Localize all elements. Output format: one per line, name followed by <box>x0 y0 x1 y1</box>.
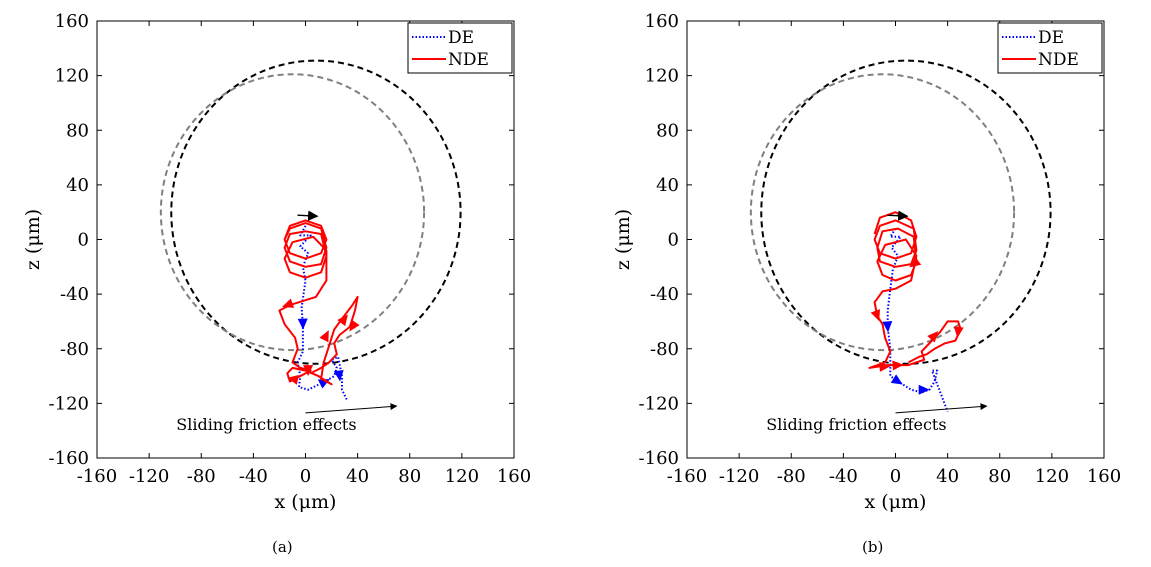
x-tick-label: -80 <box>187 466 216 487</box>
series-de-line <box>886 228 949 412</box>
x-tick-label: -120 <box>719 466 759 487</box>
inner-boundary-circle-gray <box>749 73 1016 352</box>
x-tick-label: 120 <box>445 466 479 487</box>
rotation-direction-arrow <box>297 210 319 221</box>
legend-box <box>407 22 513 74</box>
x-tick-label: -160 <box>77 466 117 487</box>
legend-label-de: DE <box>1038 28 1064 48</box>
series-de-direction-arrow <box>333 369 344 382</box>
x-tick-label: 160 <box>497 466 531 487</box>
y-tick-label: 80 <box>656 120 679 141</box>
y-tick-label: 0 <box>78 230 89 251</box>
y-tick-label: -80 <box>650 339 679 360</box>
y-tick-label: -160 <box>49 448 89 469</box>
y-tick-label: 160 <box>55 11 89 32</box>
series-nde-direction-arrow <box>349 319 360 332</box>
plot-content <box>749 59 1052 412</box>
series-nde-direction-arrow <box>303 365 314 377</box>
outer-boundary-circle-black <box>760 59 1052 365</box>
outer-boundary-circle-black <box>170 59 462 365</box>
series-nde-line <box>278 219 359 386</box>
x-tick-label: 120 <box>1035 466 1069 487</box>
series-nde-direction-arrow <box>287 374 299 385</box>
y-tick-label: 40 <box>66 175 89 196</box>
y-tick-label: -40 <box>650 284 679 305</box>
x-tick-label: -40 <box>829 466 858 487</box>
series-nde-direction-arrow <box>282 298 295 308</box>
x-tick-label: 40 <box>936 466 959 487</box>
plot-b: -160 -120 -80 -40 0 40 80 120 160 160 120 80 40 0 -40 -… <box>612 11 1121 513</box>
chart-panel-a: -160 -120 -80 -40 0 40 80 120 160 160 120 80 40 0 -40 -… <box>0 0 560 567</box>
series-nde-direction-arrow <box>909 256 922 268</box>
plot-content <box>159 59 462 402</box>
y-tick-label: 80 <box>66 120 89 141</box>
x-tick-label: 40 <box>346 466 369 487</box>
x-tick-label: 0 <box>300 466 311 487</box>
legend-label-de: DE <box>448 28 474 48</box>
x-tick-label: -80 <box>777 466 806 487</box>
x-tick-label: 80 <box>988 466 1011 487</box>
series-nde-direction-arrow <box>870 309 881 322</box>
y-tick-label: -120 <box>639 393 679 414</box>
caption-b: (b) <box>862 538 884 556</box>
caption-a: (a) <box>272 538 293 556</box>
x-tick-label: 0 <box>890 466 901 487</box>
annotation-arrow <box>305 403 398 414</box>
series-nde-direction-arrow <box>927 330 939 343</box>
x-tick-label: 160 <box>1087 466 1121 487</box>
y-axis-label: z (μm) <box>612 209 634 270</box>
chart-panel-b: -160 -120 -80 -40 0 40 80 120 160 160 120 80 40 0 -40 -… <box>590 0 1150 567</box>
series-nde-direction-arrow <box>879 361 891 372</box>
y-tick-label: 120 <box>55 66 89 87</box>
series-nde-direction-arrow <box>337 314 348 327</box>
y-axis-label: z (μm) <box>22 209 44 270</box>
x-tick-label: -40 <box>239 466 268 487</box>
annotation-arrow <box>895 403 988 414</box>
series-de-direction-arrow <box>882 321 893 333</box>
series-nde-direction-arrow <box>319 330 329 343</box>
y-tick-label: -120 <box>49 393 89 414</box>
annotation-text: Sliding friction effects <box>176 415 356 434</box>
x-axis-label: x (μm) <box>865 491 927 513</box>
plot-a: -160 -120 -80 -40 0 40 80 120 160 160 120 80 40 0 -40 -… <box>22 11 531 513</box>
x-tick-label: -120 <box>129 466 169 487</box>
y-tick-label: 0 <box>668 230 679 251</box>
plot-area-frame <box>686 20 1105 459</box>
series-nde-direction-arrow <box>892 360 904 371</box>
y-tick-label: 120 <box>645 66 679 87</box>
y-tick-label: -160 <box>639 448 679 469</box>
series-de-direction-arrow <box>918 384 930 395</box>
legend-box <box>997 22 1103 74</box>
y-tick-label: 160 <box>645 11 679 32</box>
series-nde-line <box>868 211 962 369</box>
x-tick-label: -160 <box>667 466 707 487</box>
series-nde-direction-arrow <box>953 326 964 338</box>
y-tick-label: -40 <box>60 284 89 305</box>
rotation-direction-arrow <box>887 210 909 221</box>
x-tick-label: 80 <box>398 466 421 487</box>
annotation-text: Sliding friction effects <box>766 415 946 434</box>
y-tick-label: -80 <box>60 339 89 360</box>
series-de-direction-arrow <box>297 318 308 330</box>
legend-label-nde: NDE <box>1038 50 1079 70</box>
legend-label-nde: NDE <box>448 50 489 70</box>
x-axis-label: x (μm) <box>275 491 337 513</box>
y-tick-label: 40 <box>656 175 679 196</box>
inner-boundary-circle-gray <box>159 73 426 352</box>
series-de-direction-arrow <box>890 374 903 385</box>
